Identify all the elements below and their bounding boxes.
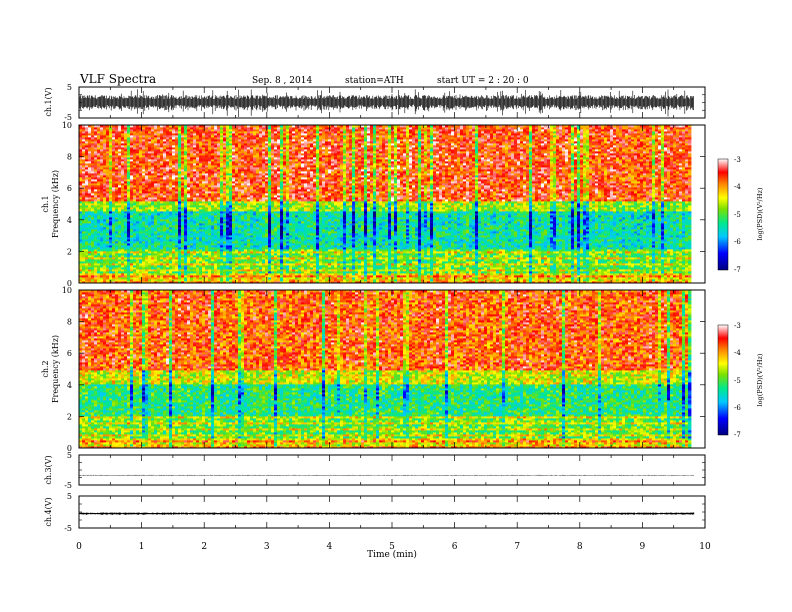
figure-title: VLF Spectra (79, 72, 156, 86)
vlf-figure: VLF Spectra Sep. 8 , 2014 station=ATH st… (0, 0, 792, 612)
ch1-voltage-ylabel: ch.1(V) (44, 87, 53, 116)
date-label: Sep. 8 , 2014 (252, 76, 312, 86)
ch1-spectrogram (79, 125, 691, 283)
voltage-trace-ch1 (80, 89, 694, 117)
ch1-ytick-top: 5 (67, 83, 72, 92)
ch1-voltage-panel: 5 -5 ch.1(V) (44, 83, 705, 122)
start-ut-label: start UT = 2 : 20 : 0 (437, 76, 529, 86)
station-label: station=ATH (345, 76, 404, 86)
